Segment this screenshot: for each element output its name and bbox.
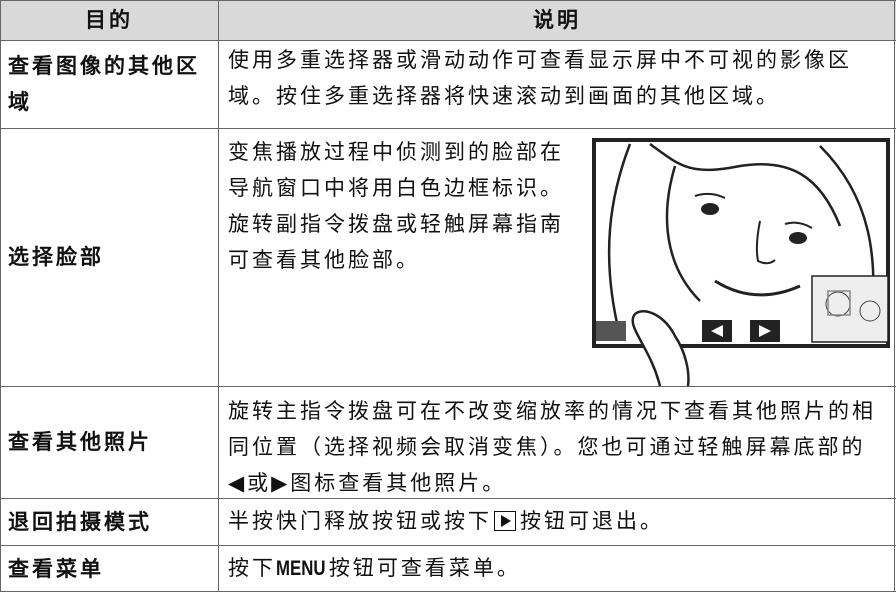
text-part: 半按快门释放按钮或按下	[228, 509, 492, 533]
column-border	[894, 0, 895, 592]
text-line: 旋转副指令拨盘或轻触屏幕指南	[228, 212, 564, 236]
text-part: 按钮可查看菜单。	[328, 556, 521, 580]
row-text-cell: 半按快门释放按钮或按下 按钮可退出。	[218, 503, 896, 539]
header-cell: 说明	[218, 0, 896, 40]
text-line: 导航窗口中将用白色边框标识。	[228, 176, 564, 200]
row-label: 查看菜单	[8, 556, 104, 581]
row-text-cell: 旋转主指令拨盘可在不改变缩放率的情况下查看其他照片的相 同位置（选择视频会取消变焦…	[218, 393, 896, 501]
text-line: 按下MENU 按钮可查看菜单。	[228, 550, 896, 587]
row-label-cell: 查看其他照片	[0, 386, 218, 498]
row-border	[0, 128, 896, 129]
column-border	[0, 0, 1, 592]
table-border	[0, 0, 896, 1]
text-line: 半按快门释放按钮或按下 按钮可退出。	[228, 503, 896, 539]
row-label: 查看图像的其他区域	[8, 54, 200, 114]
text-part: 按下	[228, 556, 276, 580]
row-text-cell: 变焦播放过程中侦测到的脸部在 导航窗口中将用白色边框标识。 旋转副指令拨盘或轻触屏幕…	[218, 134, 896, 278]
row-text-cell: 按下MENU 按钮可查看菜单。	[218, 550, 896, 587]
text-line: 域。按住多重选择器将快速滚动到画面的其他区域。	[228, 84, 780, 108]
text-line: 同位置（选择视频会取消变焦）。您也可通过轻触屏幕底部的	[228, 435, 866, 459]
text-line: 使用多重选择器或滑动动作可查看显示屏中不可视的影像区	[228, 48, 852, 72]
header-cell: 目的	[0, 0, 218, 40]
row-text-cell: 使用多重选择器或滑动动作可查看显示屏中不可视的影像区 域。按住多重选择器将快速滚动…	[218, 42, 896, 114]
row-border	[0, 545, 896, 546]
menu-label: MENU	[276, 557, 326, 580]
illustration	[592, 138, 890, 387]
row-border	[0, 498, 896, 499]
row-border	[0, 386, 896, 387]
row-label-cell: 查看菜单	[0, 545, 218, 592]
row-label: 选择脸部	[8, 245, 104, 269]
text-line: 可查看其他脸部。	[228, 248, 420, 272]
text-line: 旋转主指令拨盘可在不改变缩放率的情况下查看其他照片的相	[228, 399, 876, 423]
text-part: 按钮可退出。	[520, 509, 664, 533]
text-line: ◀或▶图标查看其他照片。	[228, 471, 507, 495]
text-line: 变焦播放过程中侦测到的脸部在	[228, 140, 564, 164]
row-label-cell: 查看图像的其他区域	[0, 40, 218, 128]
row-label: 退回拍摄模式	[8, 509, 152, 534]
row-label-cell: 退回拍摄模式	[0, 498, 218, 545]
row-label-cell: 选择脸部	[0, 128, 218, 386]
column-border	[218, 0, 219, 592]
row-border	[0, 40, 896, 41]
play-icon	[494, 511, 516, 531]
row-label: 查看其他照片	[8, 430, 152, 454]
